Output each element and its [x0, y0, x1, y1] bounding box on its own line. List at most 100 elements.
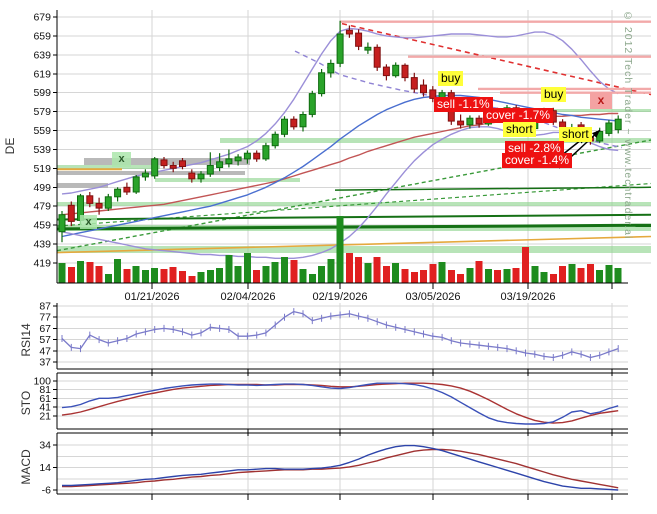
- candlestick: [308, 93, 316, 115]
- volume-bar: [299, 269, 307, 283]
- volume-bar: [225, 255, 233, 283]
- volume-bar: [420, 270, 427, 283]
- candlestick: [345, 29, 353, 35]
- x-axis-date-label: 01/21/2026: [124, 291, 179, 303]
- y-axis-label: 34: [39, 440, 51, 452]
- y-axis-label: 21: [39, 411, 51, 423]
- volume-bar: [77, 261, 84, 283]
- sto-slow-line: [61, 382, 619, 424]
- y-axis-label: 61: [39, 393, 51, 405]
- candlestick: [373, 46, 381, 68]
- signal-label-buy-2: buy: [541, 87, 567, 102]
- volume-bar: [104, 274, 112, 283]
- y-axis-label: 67: [39, 323, 51, 335]
- volume-bar: [605, 265, 613, 283]
- volume-bar: [253, 270, 261, 283]
- volume-bar: [549, 274, 557, 283]
- volume-bar: [95, 266, 103, 283]
- volume-bar: [179, 271, 186, 283]
- green-band: [57, 165, 160, 169]
- candlestick: [392, 64, 400, 77]
- dark-green-support-1: [56, 213, 652, 221]
- candlestick: [104, 196, 112, 209]
- dark-green-support-3: [334, 186, 652, 191]
- sto-panel-title: STO: [19, 391, 33, 415]
- y-axis-label: 81: [39, 384, 51, 396]
- candlestick: [281, 118, 288, 135]
- candlestick: [262, 145, 270, 160]
- volume-bar: [512, 268, 520, 283]
- candlestick: [160, 159, 168, 167]
- gray-band: [57, 183, 108, 188]
- y-axis-label: 47: [39, 345, 51, 357]
- green-band: [520, 109, 651, 112]
- candlestick: [197, 173, 205, 180]
- volume-bar: [345, 253, 353, 283]
- candlestick: [420, 84, 427, 94]
- x-axis-date-label: 02/19/2026: [312, 291, 367, 303]
- volume-bar: [475, 261, 483, 283]
- candlestick: [67, 204, 75, 222]
- green-band: [155, 178, 300, 182]
- volume-bar: [457, 274, 465, 283]
- signal-label-short-2: short: [559, 127, 592, 142]
- volume-bar: [596, 270, 604, 283]
- volume-bar: [540, 272, 548, 283]
- volume-bar: [58, 263, 66, 283]
- candlestick: [225, 158, 233, 165]
- y-axis-label: 87: [39, 301, 51, 313]
- volume-bar: [614, 268, 622, 283]
- volume-bar: [438, 262, 446, 283]
- volume-bar: [86, 262, 94, 283]
- volume-bar: [327, 259, 335, 283]
- volume-bar: [151, 268, 159, 283]
- candlestick: [605, 122, 613, 134]
- volume-bar: [318, 266, 326, 283]
- volume-bar: [216, 268, 224, 283]
- y-axis-label: 419: [33, 258, 51, 270]
- y-axis-label: 599: [33, 87, 51, 99]
- candlestick: [382, 66, 390, 77]
- signal-label-short-1: short: [503, 122, 536, 137]
- y-axis-label: 41: [39, 402, 51, 414]
- volume-bar: [392, 263, 400, 283]
- candlestick: [429, 89, 437, 99]
- volume-bar: [429, 264, 437, 283]
- macd-line: [62, 444, 619, 491]
- volume-bar: [484, 269, 492, 283]
- y-axis-label: 100: [33, 376, 51, 388]
- candlestick: [457, 120, 465, 126]
- y-axis-label: 439: [33, 239, 51, 251]
- candlestick: [169, 165, 177, 169]
- volume-bar: [271, 262, 279, 283]
- candlestick: [410, 77, 418, 90]
- arrow-head: [591, 130, 600, 138]
- volume-bar: [531, 266, 539, 283]
- volume-bar: [290, 260, 298, 283]
- candlestick: [114, 188, 122, 198]
- volume-bar: [466, 268, 474, 283]
- y-axis-label: 619: [33, 68, 51, 80]
- candlestick: [355, 32, 363, 47]
- candlestick: [271, 133, 279, 147]
- candlestick: [290, 118, 298, 128]
- x-marker-green-2: x: [80, 215, 97, 229]
- candlestick: [58, 214, 66, 233]
- volume-bar: [568, 264, 576, 283]
- macd-signal-line: [62, 448, 619, 489]
- y-axis-label: 579: [33, 106, 51, 118]
- x-axis-date-label: 02/04/2026: [220, 291, 275, 303]
- volume-bar: [559, 266, 567, 283]
- candlestick: [188, 172, 196, 180]
- x-axis-date-label: 03/05/2026: [405, 291, 460, 303]
- signal-label-cover-2: cover -1.4%: [502, 153, 573, 168]
- candlestick: [466, 117, 474, 126]
- y-axis-label: -6: [42, 485, 51, 497]
- axes: [53, 10, 628, 500]
- green-band: [57, 202, 651, 206]
- sto-fast-line: [61, 382, 619, 425]
- volume-bars: [58, 216, 622, 283]
- volume-bar: [123, 269, 131, 283]
- candlestick: [206, 165, 214, 175]
- candlestick: [95, 202, 103, 209]
